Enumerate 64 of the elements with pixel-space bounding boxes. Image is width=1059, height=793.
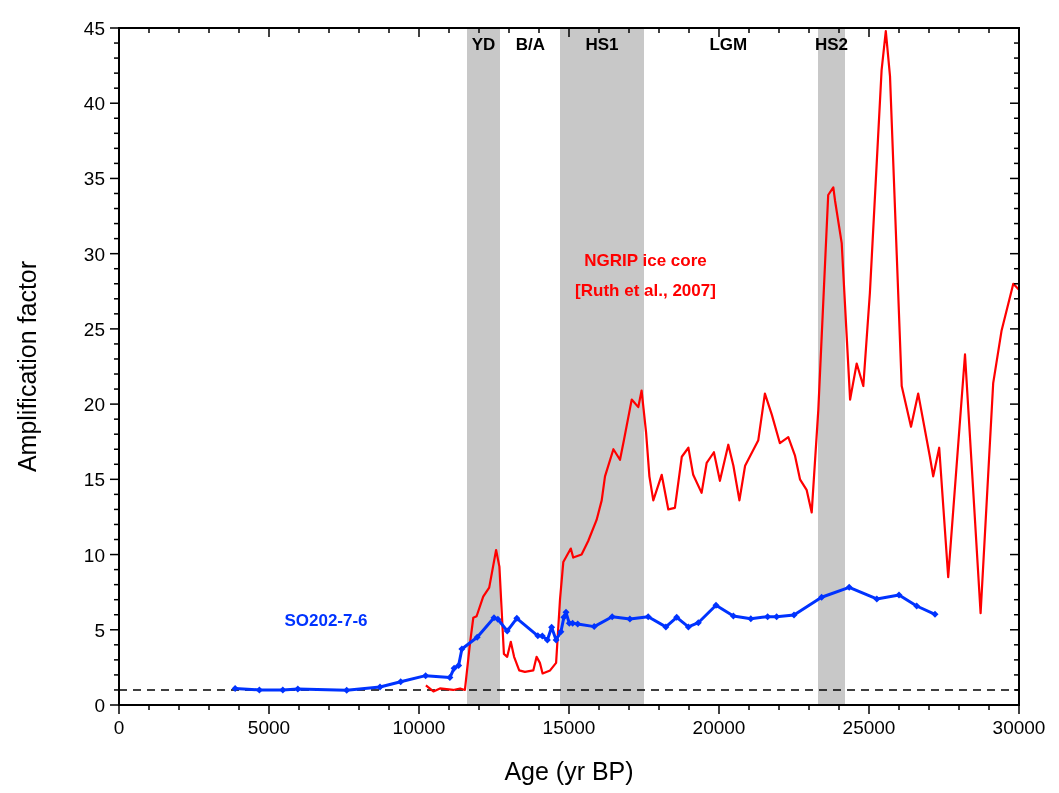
point bbox=[455, 661, 463, 669]
point bbox=[450, 664, 458, 672]
point bbox=[694, 619, 702, 627]
point bbox=[712, 601, 720, 609]
point bbox=[673, 613, 681, 621]
y-tick-label: 0 bbox=[94, 695, 105, 716]
point bbox=[397, 678, 405, 686]
point bbox=[662, 623, 670, 631]
point bbox=[473, 633, 481, 641]
point bbox=[513, 614, 521, 622]
y-tick-label: 35 bbox=[83, 168, 105, 190]
annotation: B/A bbox=[515, 35, 545, 54]
y-tick-label: 10 bbox=[83, 544, 105, 566]
x-tick-label: 0 bbox=[113, 717, 125, 738]
x-tick-label: 10000 bbox=[392, 717, 446, 738]
text: NGRIP ice core bbox=[584, 251, 707, 271]
y-tick-label: 40 bbox=[83, 93, 105, 115]
y-axis-title: Amplification factor bbox=[13, 260, 41, 473]
point bbox=[845, 583, 853, 591]
x-axis-title: Age (yr BP) bbox=[504, 757, 634, 785]
point bbox=[294, 685, 302, 693]
point bbox=[279, 686, 287, 694]
x-tick-label: 20000 bbox=[692, 717, 746, 738]
point bbox=[729, 612, 737, 620]
point bbox=[684, 623, 692, 631]
point bbox=[873, 595, 881, 603]
y-tick-label: 25 bbox=[83, 318, 105, 340]
point bbox=[458, 645, 466, 653]
point bbox=[503, 627, 511, 635]
x-tick-label: 5000 bbox=[247, 717, 291, 738]
point bbox=[446, 674, 454, 682]
point bbox=[231, 684, 239, 692]
point bbox=[557, 628, 565, 636]
y-tick-label: 20 bbox=[83, 394, 105, 416]
line-series bbox=[424, 29, 1019, 693]
point bbox=[590, 623, 598, 631]
y-tick-label: 30 bbox=[83, 243, 105, 265]
point bbox=[818, 593, 826, 601]
point bbox=[790, 611, 798, 619]
y-tick-label: 5 bbox=[94, 619, 105, 641]
point bbox=[626, 615, 634, 623]
point bbox=[494, 615, 502, 623]
x-tick-label: 25000 bbox=[842, 717, 896, 738]
x-tick-label: 15000 bbox=[542, 717, 596, 738]
point bbox=[343, 686, 351, 694]
band-label: HS1 bbox=[585, 35, 619, 54]
point bbox=[560, 613, 568, 621]
y-tick-label: 15 bbox=[83, 469, 105, 491]
band-label: HS2 bbox=[814, 35, 849, 54]
point bbox=[543, 636, 551, 644]
band-label: YD bbox=[471, 35, 496, 54]
point bbox=[644, 613, 652, 621]
annotation: LGM bbox=[709, 35, 748, 54]
point bbox=[422, 672, 430, 680]
point bbox=[376, 683, 384, 691]
point bbox=[747, 615, 755, 623]
point bbox=[608, 613, 616, 621]
text: SO202-7-6 bbox=[284, 610, 368, 630]
y-tick-label: 45 bbox=[83, 18, 105, 39]
point bbox=[931, 610, 939, 618]
annotation: [Ruth et al., 2007] bbox=[575, 281, 716, 301]
point bbox=[895, 591, 903, 599]
x-tick-label: 30000 bbox=[992, 717, 1046, 738]
point bbox=[913, 602, 921, 610]
